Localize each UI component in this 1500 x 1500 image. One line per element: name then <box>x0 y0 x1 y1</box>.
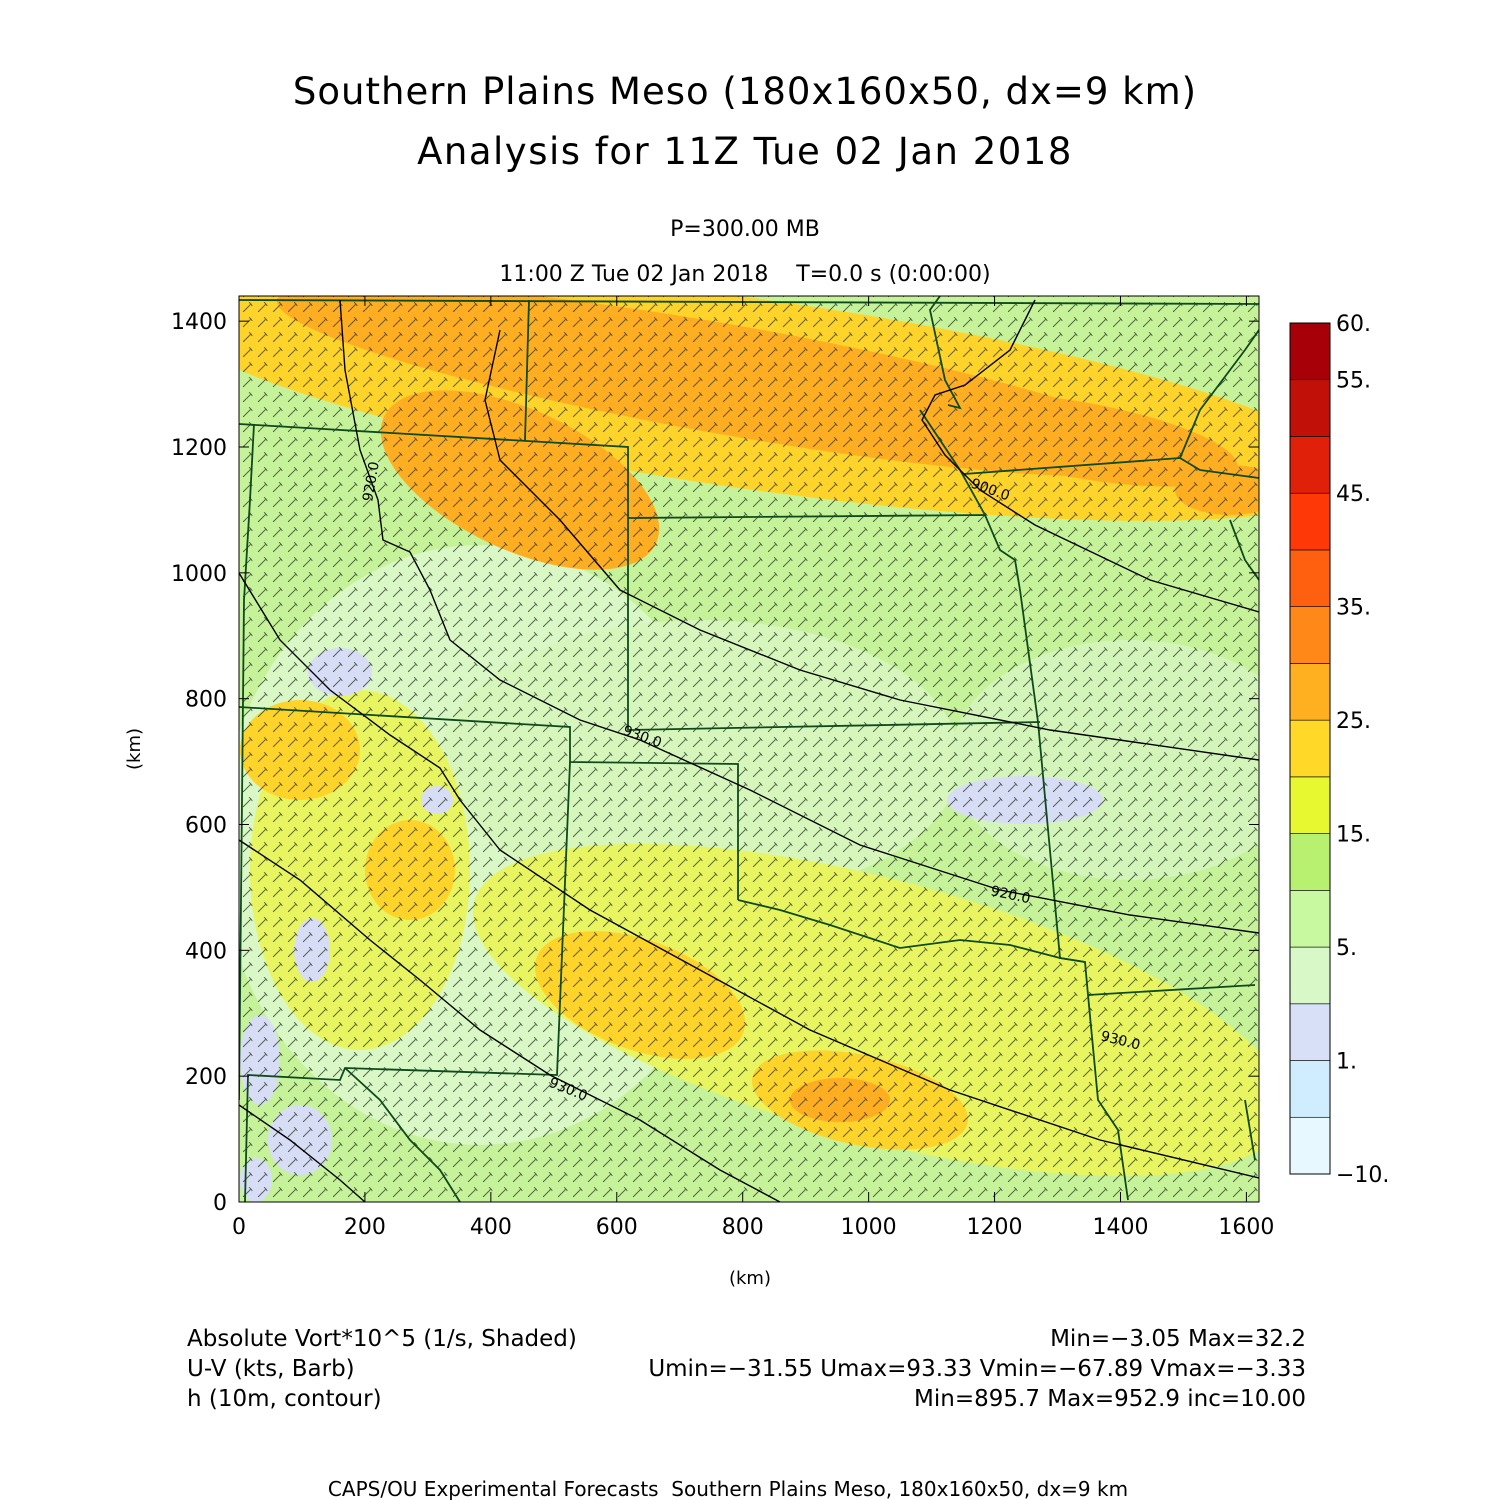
colorbar-segment <box>1289 436 1331 494</box>
y-tick-label: 800 <box>185 688 227 713</box>
y-tick-label: 400 <box>185 939 227 964</box>
state-boundaries <box>239 296 1259 1202</box>
colorbar-segment <box>1289 1060 1331 1118</box>
height-contours <box>239 299 1259 1202</box>
contour-label: 920.0 <box>360 460 383 502</box>
colorbar-frame <box>1289 322 1331 1175</box>
colorbar-label: 60. <box>1336 312 1371 337</box>
y-tick-label: 1000 <box>171 562 227 587</box>
field-label-wind: U-V (kts, Barb) <box>187 1356 355 1382</box>
x-tick-label: 400 <box>470 1215 512 1240</box>
plot-frame <box>238 295 1260 1203</box>
x-tick-label: 1600 <box>1218 1215 1274 1240</box>
x-tick-label: 1400 <box>1092 1215 1148 1240</box>
colorbar-segment <box>1289 946 1331 1005</box>
colorbar-segment <box>1289 322 1331 381</box>
colorbar-segment <box>1289 379 1331 437</box>
plot-area: 920.0 930.0 900.0 920.0 930.0 930.0 <box>238 295 1260 1203</box>
x-axis-label: (km) <box>729 1268 771 1289</box>
y-tick-label: 0 <box>213 1191 227 1216</box>
field-stats-wind: Umin=−31.55 Umax=93.33 Vmin=−67.89 Vmax=… <box>648 1356 1306 1382</box>
x-tick-label: 200 <box>344 1215 386 1240</box>
wind-barbs <box>239 296 1259 1202</box>
colorbar-segment <box>1289 719 1331 778</box>
valid-time-label: 11:00 Z Tue 02 Jan 2018 T=0.0 s (0:00:00… <box>499 262 990 287</box>
colorbar-label: 15. <box>1336 823 1371 848</box>
axes: 0 200 400 600 800 1000 1200 1400 1600 0 200 400 600 8… <box>171 296 1274 1240</box>
colorbar-label: 45. <box>1336 482 1371 507</box>
pressure-level-label: P=300.00 MB <box>670 217 820 242</box>
field-info: Absolute Vort*10^5 (1/s, Shaded) Min=−3.… <box>187 1326 1306 1412</box>
colorbar-segment <box>1289 833 1331 891</box>
y-tick-label: 200 <box>185 1065 227 1090</box>
field-label-vorticity: Absolute Vort*10^5 (1/s, Shaded) <box>187 1326 577 1352</box>
x-tick-label: 1000 <box>841 1215 897 1240</box>
colorbar-label: 35. <box>1336 596 1371 621</box>
colorbar-label: 5. <box>1336 936 1357 961</box>
field-stats-height: Min=895.7 Max=952.9 inc=10.00 <box>914 1386 1306 1412</box>
chart-title-line-2: Analysis for 11Z Tue 02 Jan 2018 <box>417 130 1073 173</box>
colorbar-segment <box>1289 492 1331 551</box>
field-label-height: h (10m, contour) <box>187 1386 382 1412</box>
x-tick-label: 600 <box>596 1215 638 1240</box>
y-tick-label: 1200 <box>171 436 227 461</box>
colorbar-segment <box>1289 663 1331 721</box>
colorbar-label: 25. <box>1336 709 1371 734</box>
colorbar-segment <box>1289 606 1331 664</box>
x-tick-label: 800 <box>722 1215 764 1240</box>
y-tick-label: 600 <box>185 814 227 839</box>
y-axis-label: (km) <box>124 728 145 770</box>
colorbar-label: 1. <box>1336 1050 1357 1075</box>
y-tick-label: 1400 <box>171 310 227 335</box>
x-tick-label: 1200 <box>967 1215 1023 1240</box>
colorbar-label: −10. <box>1336 1163 1389 1188</box>
colorbar-segment <box>1289 549 1331 607</box>
colorbar-segment <box>1289 1003 1331 1061</box>
colorbar-label: 55. <box>1336 369 1371 394</box>
colorbar: −10. 1. 5. 15. 25. 35. 45. 55. 60. <box>1289 312 1389 1188</box>
colorbar-segment <box>1289 890 1331 948</box>
colorbar-segment <box>1289 776 1331 834</box>
footer-credit: CAPS/OU Experimental Forecasts Southern … <box>328 1477 1128 1500</box>
colorbar-segment <box>1289 1116 1331 1175</box>
x-tick-label: 0 <box>232 1215 246 1240</box>
field-stats-vorticity: Min=−3.05 Max=32.2 <box>1050 1326 1306 1352</box>
chart-title-line-1: Southern Plains Meso (180x160x50, dx=9 k… <box>293 70 1197 113</box>
